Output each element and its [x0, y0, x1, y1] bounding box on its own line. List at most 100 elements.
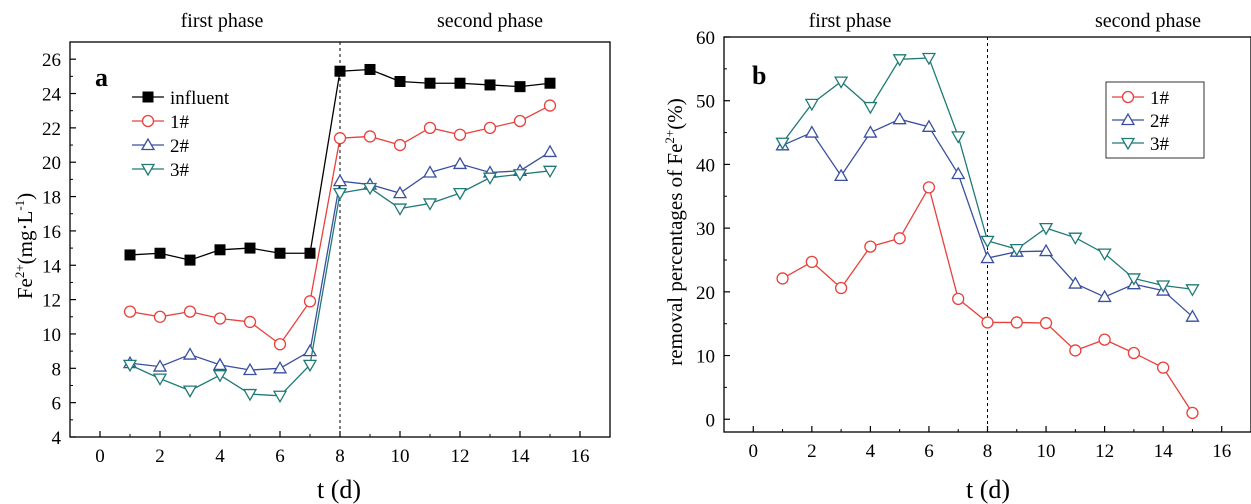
data-point: [182, 385, 198, 398]
y-axis-title-sup2: -1: [12, 200, 27, 211]
data-point: [394, 76, 406, 87]
x-tick-label: 10: [391, 446, 410, 467]
legend-label: 2#: [1150, 111, 1170, 132]
data-point: [212, 357, 228, 371]
data-point: [776, 272, 789, 285]
legend: influent 1# 2# 3#: [132, 88, 230, 181]
y-axis-title-base: removal percentages of Fe: [663, 144, 687, 366]
data-point: [363, 130, 377, 143]
series-influent: [124, 63, 556, 266]
series-3#: [775, 52, 1200, 297]
legend-label: 3#: [170, 160, 190, 181]
data-point: [863, 125, 878, 138]
y-tick-label: 26: [42, 50, 61, 71]
x-tick-label: 8: [335, 446, 345, 467]
data-point: [951, 131, 966, 144]
y-axis-title-end: ): [13, 193, 37, 200]
data-point: [512, 169, 528, 182]
data-point: [893, 232, 906, 245]
data-point: [864, 240, 877, 253]
data-point: [183, 305, 197, 318]
legend-label: 2#: [170, 136, 190, 157]
y-axis-title-rest: (%): [663, 98, 687, 129]
y-tick-label: 10: [42, 325, 61, 346]
panel-label: b: [752, 61, 766, 90]
y-tick-label: 20: [42, 153, 61, 174]
data-point: [392, 203, 408, 216]
data-point: [1038, 222, 1054, 236]
data-point: [514, 81, 526, 93]
data-point: [921, 52, 937, 66]
legend-marker: [141, 114, 155, 128]
data-point: [1039, 316, 1053, 330]
data-point: [332, 187, 348, 201]
phase-label-first: first phase: [181, 10, 264, 32]
data-point: [242, 388, 258, 402]
data-point: [1097, 248, 1112, 261]
x-tick-label: 16: [1212, 441, 1231, 462]
legend-label: 3#: [1150, 134, 1170, 155]
data-point: [892, 111, 907, 125]
x-tick-label: 12: [451, 446, 470, 467]
y-tick-label: 30: [696, 219, 715, 240]
data-point: [302, 343, 318, 357]
chart-panel-a: first phase second phase a t (d) Fe2+(mg…: [12, 10, 611, 504]
x-tick-label: 8: [983, 441, 993, 462]
x-tick-label: 4: [215, 446, 225, 467]
y-tick-label: 20: [696, 283, 715, 304]
data-point: [980, 235, 995, 249]
data-point: [1097, 289, 1112, 303]
phase-label-first: first phase: [809, 10, 892, 32]
data-point: [1098, 333, 1111, 346]
data-point: [1185, 284, 1200, 297]
legend-label: 1#: [170, 112, 190, 133]
series-1#: [123, 99, 557, 351]
data-point: [1069, 344, 1082, 357]
x-tick-label: 10: [1037, 441, 1056, 462]
x-tick-label: 0: [749, 441, 759, 462]
legend-marker: [140, 137, 156, 151]
data-point: [1185, 309, 1200, 322]
data-point: [482, 172, 498, 185]
x-tick-label: 2: [807, 441, 817, 462]
data-point: [980, 250, 995, 264]
panel-label: a: [95, 63, 108, 92]
y-tick-label: 18: [42, 188, 61, 209]
data-point: [804, 98, 819, 112]
y-axis-title-sup: 2+: [662, 130, 677, 144]
x-tick-label: 14: [1154, 441, 1174, 462]
legend-marker: [1120, 137, 1136, 151]
data-point: [243, 315, 257, 329]
data-point: [122, 359, 138, 373]
data-point: [182, 347, 198, 360]
data-point: [303, 295, 317, 308]
y-tick-label: 50: [696, 92, 715, 113]
data-point: [332, 173, 348, 187]
data-point: [304, 247, 316, 259]
data-point: [833, 168, 849, 182]
data-point: [513, 114, 527, 128]
data-point: [152, 359, 168, 372]
data-point: [274, 247, 286, 259]
data-point: [424, 77, 436, 89]
data-point: [212, 370, 228, 383]
data-point: [542, 144, 558, 158]
data-point: [833, 76, 849, 89]
data-point: [272, 360, 288, 374]
y-tick-label: 10: [696, 347, 715, 368]
data-point: [951, 166, 966, 180]
data-point: [423, 121, 437, 135]
data-point: [1038, 243, 1054, 257]
data-point: [242, 362, 258, 376]
data-point: [1156, 280, 1171, 293]
y-axis-title-rest: (mg·L: [13, 211, 37, 265]
data-point: [1068, 232, 1083, 245]
x-axis-title: t (d): [966, 475, 1010, 504]
series-1#: [776, 181, 1199, 420]
y-tick-label: 12: [42, 291, 61, 312]
data-point: [124, 249, 136, 261]
y-tick-label: 40: [696, 155, 715, 176]
data-point: [921, 119, 937, 132]
data-point: [1157, 361, 1170, 374]
x-tick-label: 16: [571, 446, 590, 467]
